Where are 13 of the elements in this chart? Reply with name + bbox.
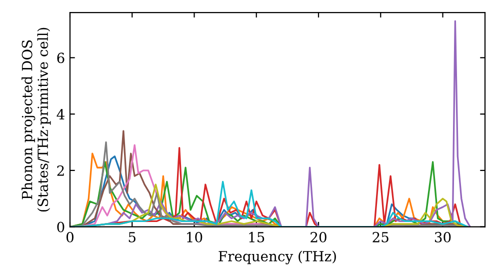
x-tick-label: 5 bbox=[128, 232, 136, 242]
x-tick-label: 25 bbox=[372, 232, 388, 242]
y-tick-label: 4 bbox=[56, 109, 64, 120]
y-axis-title: Phonon projected DOS (States/THz·primitive cell) bbox=[22, 28, 51, 212]
x-axis-title: Frequency (THz) bbox=[218, 250, 336, 264]
x-tick-label: 20 bbox=[310, 232, 326, 242]
x-tick-label: 30 bbox=[434, 232, 451, 242]
x-tick-label: 10 bbox=[187, 232, 202, 242]
y-tick-label: 6 bbox=[57, 52, 64, 64]
x-tick-label: 15 bbox=[249, 232, 264, 242]
y-tick-label: 2 bbox=[57, 165, 64, 176]
x-tick-label: 0 bbox=[66, 232, 74, 242]
y-tick-label: 0 bbox=[57, 222, 64, 232]
